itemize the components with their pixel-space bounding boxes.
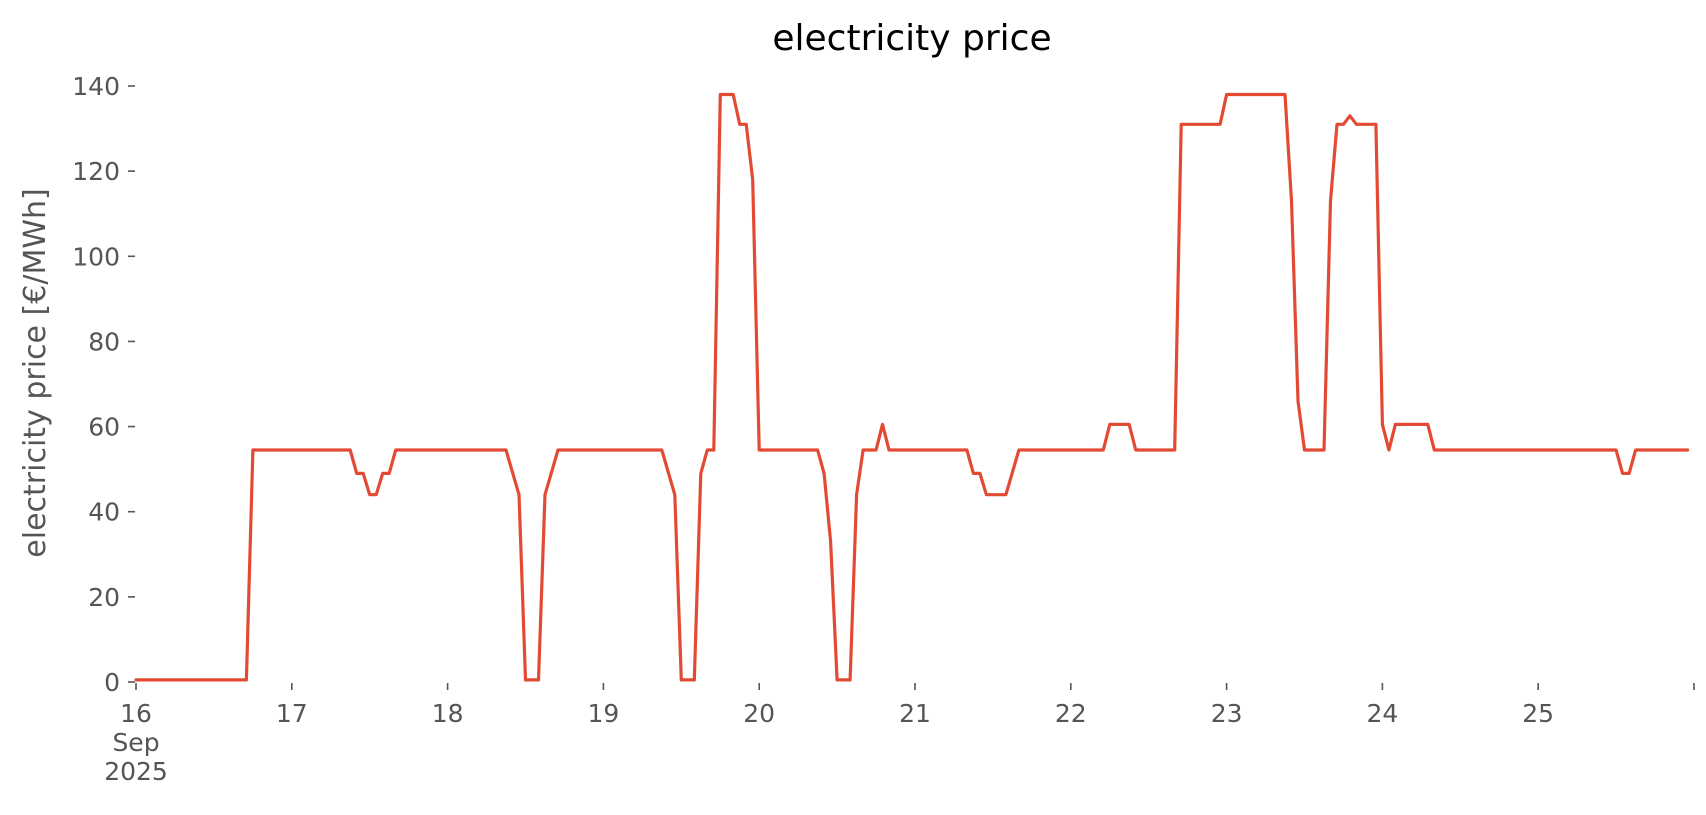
- x-tick-label: 16: [120, 699, 152, 728]
- y-tick-label: 20: [88, 583, 120, 612]
- x-tick-label: Sep: [112, 728, 159, 757]
- y-tick-label: 120: [72, 157, 120, 186]
- y-tick-label: 80: [88, 327, 120, 356]
- x-tick-label: 2025: [104, 757, 168, 786]
- x-tick-label: 22: [1055, 699, 1087, 728]
- y-axis-label: electricity price [€/MWh]: [18, 188, 53, 557]
- y-tick-label: 140: [72, 72, 120, 101]
- y-tick-label: 0: [104, 668, 120, 697]
- x-tick-label: 21: [899, 699, 931, 728]
- y-tick-label: 100: [72, 242, 120, 271]
- x-tick-label: 17: [276, 699, 308, 728]
- series-line: [134, 92, 1690, 682]
- x-tick-label: 24: [1366, 699, 1398, 728]
- chart-title: electricity price: [772, 18, 1051, 59]
- y-tick-label: 60: [88, 413, 120, 442]
- plot-series: [134, 92, 1690, 682]
- x-tick-label: 25: [1522, 699, 1554, 728]
- x-tick-label: 23: [1211, 699, 1243, 728]
- x-tick-label: 20: [743, 699, 775, 728]
- y-tick-label: 40: [88, 498, 120, 527]
- x-tick-label: 19: [587, 699, 619, 728]
- y-axis: 0 20 40 60 80 100 120 140: [72, 72, 135, 697]
- x-tick-label: 18: [432, 699, 464, 728]
